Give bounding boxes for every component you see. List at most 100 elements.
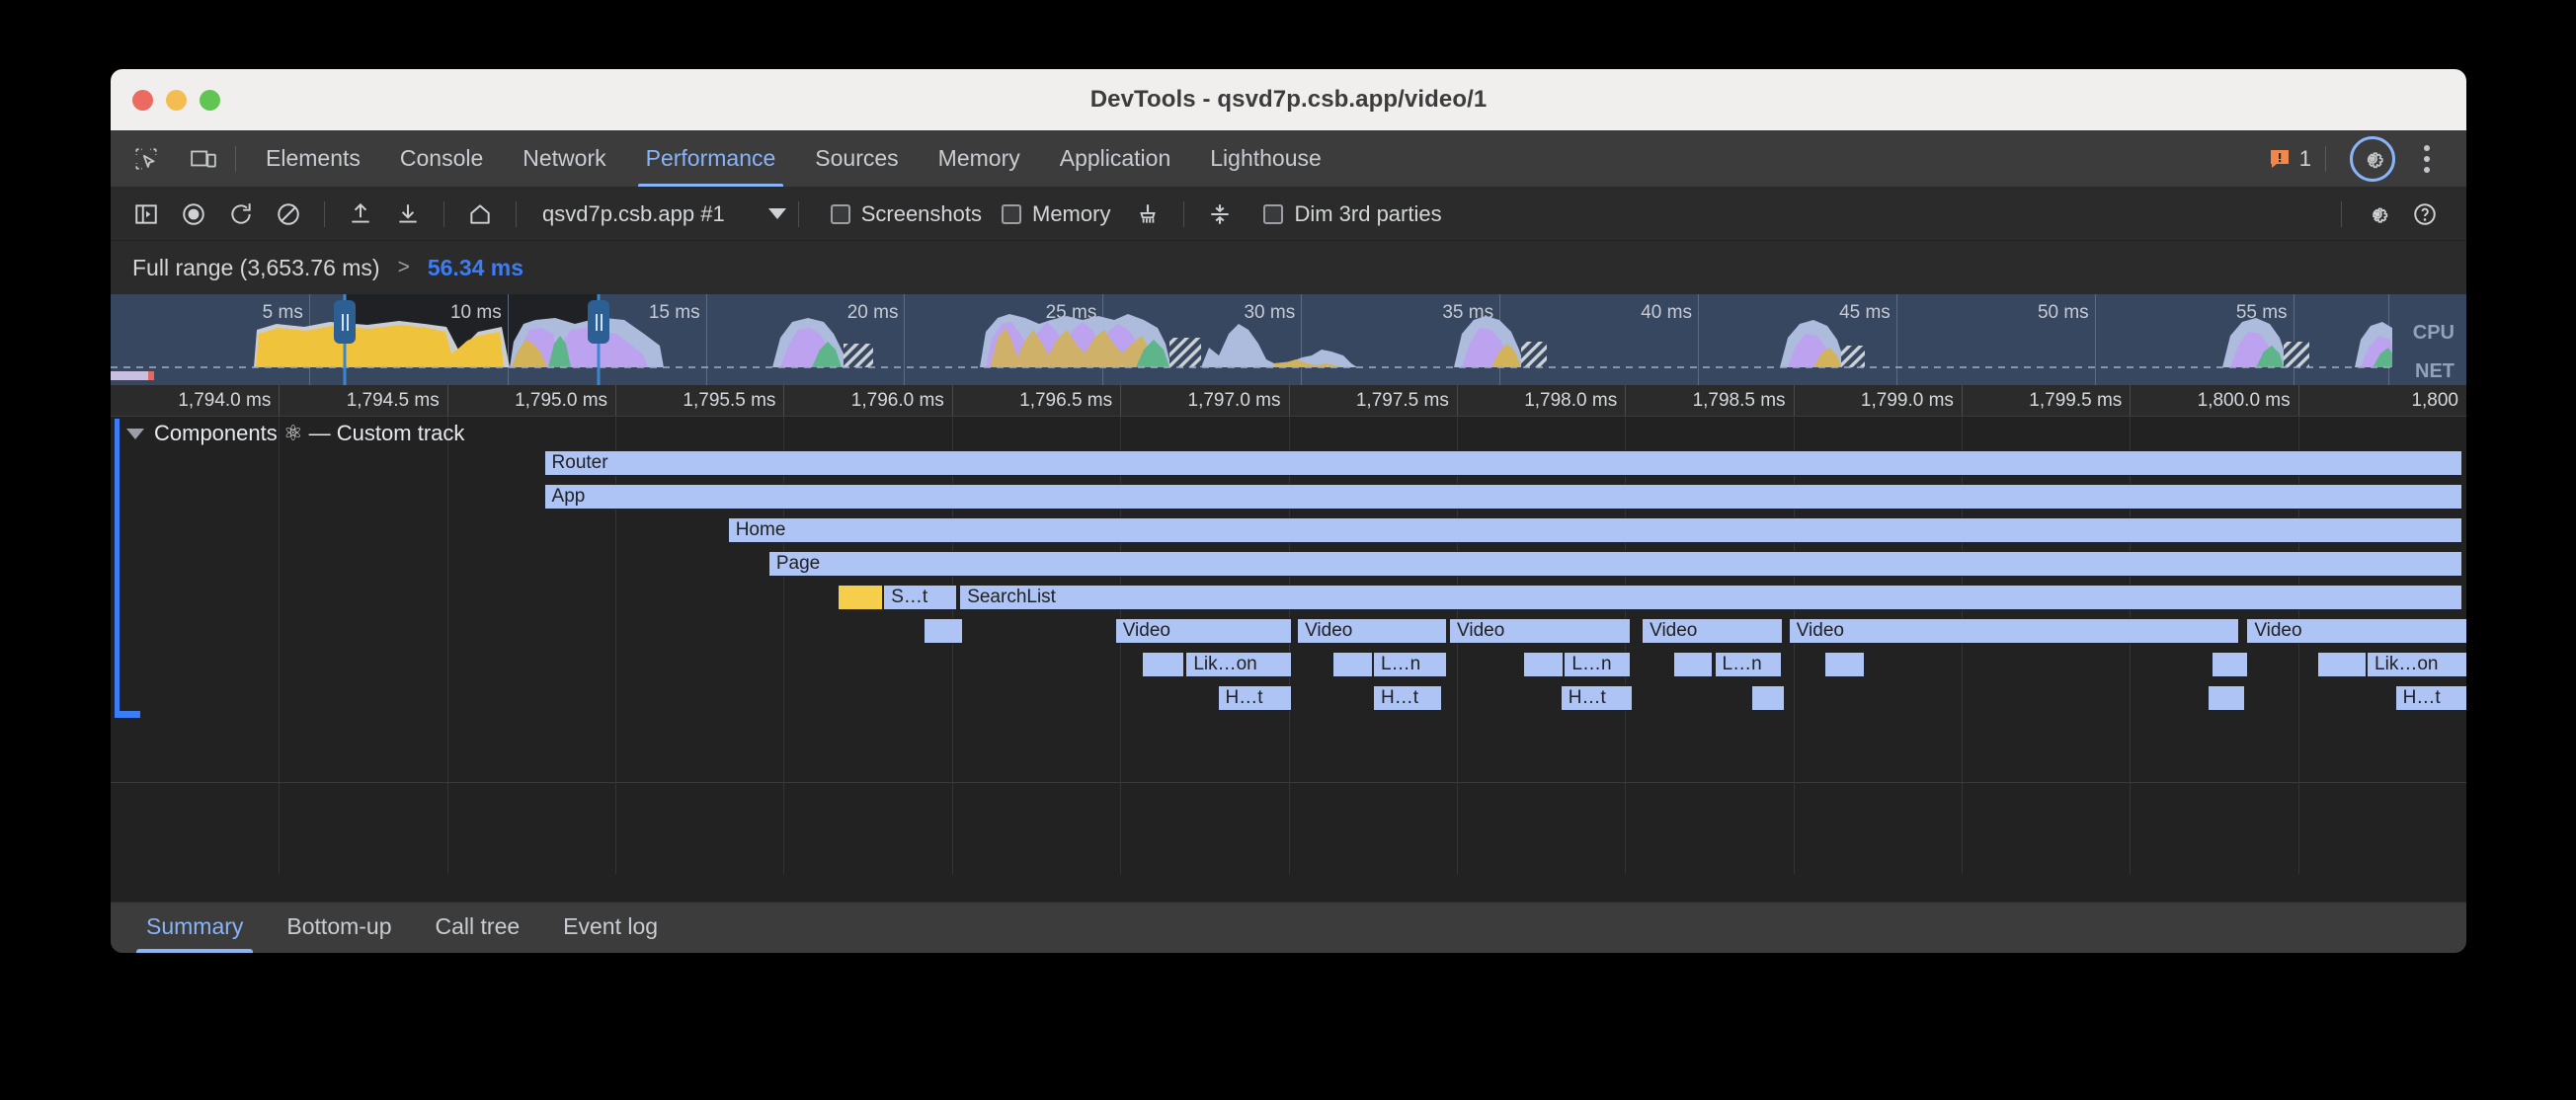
tab-bottom-up[interactable]: Bottom-up xyxy=(286,913,392,939)
window-controls xyxy=(111,89,220,111)
collect-garbage-icon[interactable] xyxy=(1124,195,1171,234)
ruler-label: 1,794.5 ms xyxy=(346,390,440,411)
tab-event-log[interactable]: Event log xyxy=(563,913,659,939)
flame-event-ln[interactable]: L…n xyxy=(1564,652,1632,677)
selection-left-handle[interactable] xyxy=(334,300,357,344)
overview-tick-label: 40 ms xyxy=(1641,302,1692,323)
tab-sources[interactable]: Sources xyxy=(815,145,899,171)
track-header[interactable]: Components ⚛ — Custom track xyxy=(111,417,464,450)
warning-icon xyxy=(2270,149,2289,168)
record-icon[interactable] xyxy=(170,195,217,234)
flame-event[interactable] xyxy=(1331,652,1374,677)
screenshots-label: Screenshots xyxy=(860,200,982,226)
flame-event-video[interactable]: Video xyxy=(1297,618,1448,644)
ruler-label: 1,795.5 ms xyxy=(683,390,776,411)
performance-toolbar: qsvd7p.csb.app #1 Screenshots Memory xyxy=(111,188,2466,241)
target-select[interactable]: qsvd7p.csb.app #1 xyxy=(542,201,786,227)
flame-event[interactable] xyxy=(1823,652,1865,677)
flame-event-video[interactable]: Video xyxy=(1642,618,1784,644)
overview-tick-label: 15 ms xyxy=(648,302,700,323)
flame-event-page[interactable]: Page xyxy=(767,551,2462,577)
ruler-label: 1,798.5 ms xyxy=(1692,390,1786,411)
timeline-overview[interactable]: CPU NET 5 ms 10 ms 15 ms 20 ms 25 ms 30 ms 35 … xyxy=(111,294,2466,385)
ruler-tick xyxy=(279,385,281,416)
collapse-track-icon[interactable] xyxy=(1196,195,1244,234)
overview-tick xyxy=(1895,294,1897,385)
home-icon[interactable] xyxy=(456,195,504,234)
tab-lighthouse[interactable]: Lighthouse xyxy=(1210,145,1322,171)
flame-event[interactable] xyxy=(1751,685,1786,711)
minimize-window-button[interactable] xyxy=(166,89,187,111)
toolbar-divider-4 xyxy=(797,200,799,227)
download-profile-icon[interactable] xyxy=(384,195,432,234)
close-window-button[interactable] xyxy=(132,89,153,111)
flame-event-video[interactable]: Video xyxy=(2246,618,2466,644)
dim-third-parties-box xyxy=(1263,203,1284,224)
toolbar-divider-2 xyxy=(443,200,444,227)
memory-checkbox[interactable]: Memory xyxy=(1002,201,1110,227)
more-options-icon[interactable] xyxy=(2409,139,2445,179)
flame-event-ht[interactable]: H…t xyxy=(1217,685,1292,711)
overview-tick-label: 5 ms xyxy=(262,302,303,323)
flame-event-router[interactable]: Router xyxy=(543,450,2462,476)
tab-summary[interactable]: Summary xyxy=(124,913,265,953)
flame-gridline xyxy=(1120,417,1122,874)
ruler-label: 1,799.0 ms xyxy=(1860,390,1954,411)
network-strip xyxy=(111,367,2466,385)
toggle-sidebar-icon[interactable] xyxy=(122,195,170,234)
reload-and-record-icon[interactable] xyxy=(217,195,265,234)
tab-performance[interactable]: Performance xyxy=(626,130,796,187)
breadcrumb-full-range[interactable]: Full range (3,653.76 ms) xyxy=(132,254,380,280)
flame-event-ht[interactable]: H…t xyxy=(2394,685,2466,711)
flame-event-video[interactable]: Video xyxy=(1788,618,2240,644)
selection-right-handle[interactable] xyxy=(588,300,610,344)
flame-event-video[interactable]: Video xyxy=(1449,618,1632,644)
breadcrumb-active-range[interactable]: 56.34 ms xyxy=(427,254,524,280)
dim-third-parties-checkbox[interactable]: Dim 3rd parties xyxy=(1263,201,1442,227)
flame-event-st[interactable]: S…t xyxy=(883,585,958,610)
flame-event[interactable] xyxy=(1523,652,1565,677)
flame-event-home[interactable]: Home xyxy=(727,517,2462,543)
clear-recording-icon[interactable] xyxy=(265,195,312,234)
inspect-element-icon[interactable] xyxy=(124,139,168,179)
toolbar-divider-6 xyxy=(2341,200,2342,227)
flame-event[interactable] xyxy=(2211,652,2249,677)
capture-settings-gear-icon[interactable] xyxy=(2354,195,2401,234)
tab-network[interactable]: Network xyxy=(523,145,606,171)
flame-chart[interactable]: Components ⚛ — Custom track Router App Hom… xyxy=(111,417,2466,902)
flame-event[interactable] xyxy=(924,618,963,644)
flame-event-ln[interactable]: L…n xyxy=(1714,652,1782,677)
tab-application[interactable]: Application xyxy=(1059,145,1171,171)
screenshots-checkbox[interactable]: Screenshots xyxy=(830,200,982,227)
device-toolbar-icon[interactable] xyxy=(182,139,225,179)
warning-badge[interactable]: 1 xyxy=(2268,146,2311,172)
flame-event-likon[interactable]: Lik…on xyxy=(1185,652,1292,677)
chevron-down-icon[interactable] xyxy=(126,428,144,439)
upload-profile-icon[interactable] xyxy=(337,195,384,234)
flame-event[interactable] xyxy=(1673,652,1713,677)
tab-elements[interactable]: Elements xyxy=(266,145,361,171)
tab-memory[interactable]: Memory xyxy=(937,145,1020,171)
flame-event[interactable] xyxy=(2316,652,2368,677)
flame-event-searchlist[interactable]: SearchList xyxy=(959,585,2462,610)
tab-call-tree[interactable]: Call tree xyxy=(435,913,521,939)
ruler-label: 1,798.0 ms xyxy=(1524,390,1618,411)
flame-event-app[interactable]: App xyxy=(543,484,2462,510)
maximize-window-button[interactable] xyxy=(200,89,220,111)
help-question-icon[interactable] xyxy=(2401,195,2449,234)
flame-gridline xyxy=(951,417,953,874)
tabbar-actions-divider xyxy=(2325,145,2326,172)
flame-event-ln[interactable]: L…n xyxy=(1373,652,1448,677)
flame-event-likon[interactable]: Lik…on xyxy=(2367,652,2466,677)
tab-console[interactable]: Console xyxy=(399,145,484,171)
toolbar-divider-5 xyxy=(1183,200,1185,227)
flame-event[interactable] xyxy=(2207,685,2245,711)
ruler-label: 1,799.5 ms xyxy=(2029,390,2123,411)
flame-event-video[interactable]: Video xyxy=(1114,618,1292,644)
flame-event[interactable] xyxy=(837,585,884,610)
settings-gear-icon[interactable] xyxy=(2350,135,2395,182)
flame-event[interactable] xyxy=(1141,652,1184,677)
flame-event-ht[interactable]: H…t xyxy=(1560,685,1634,711)
flame-event-ht[interactable]: H…t xyxy=(1373,685,1442,711)
panel-tabs: Elements Console Network Performance Sou… xyxy=(246,130,1341,187)
